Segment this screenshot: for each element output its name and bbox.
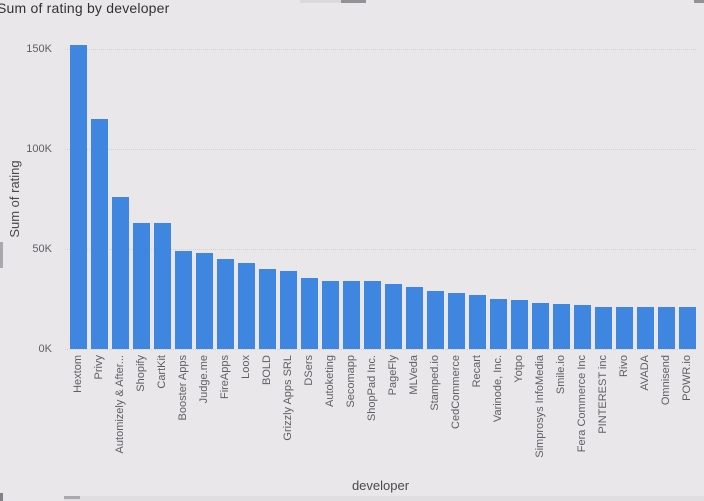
bar[interactable] [343,281,360,349]
bar[interactable] [637,307,654,349]
x-tick-label: FireApps [219,355,231,400]
x-tick-label: Privy [93,355,105,380]
gridline [65,49,696,50]
gridline [65,149,696,150]
bar[interactable] [154,223,171,349]
bar[interactable] [385,284,402,349]
x-tick-label: POWR.io [681,355,693,401]
bar[interactable] [280,271,297,349]
bar[interactable] [511,300,528,349]
y-tick-labels: 0K 50K 100K 150K [0,43,52,355]
bar[interactable] [70,45,87,349]
x-tick-label: DSers [303,355,315,386]
horizontal-scrollbar-thumb-bottom[interactable] [64,496,80,499]
bar[interactable] [469,295,486,349]
x-tick-label: MLVeda [408,355,420,395]
x-tick-label: CedCommerce [450,355,462,429]
x-tick-label: Fera Commerce Inc [576,355,588,453]
y-tick-label: 50K [32,243,52,255]
vertical-scrollbar-thumb-left[interactable] [0,242,3,268]
horizontal-scrollbar-track-bottom[interactable] [64,496,704,501]
bar[interactable] [301,278,318,349]
bar[interactable] [238,263,255,349]
x-tick-label: Secomapp [345,355,357,408]
x-tick-label: PINTEREST inc [597,355,609,434]
scrollbar-corner-bottom-left [0,493,3,501]
bar[interactable] [364,281,381,349]
x-tick-label: Yotpo [513,355,525,383]
bar[interactable] [490,299,507,349]
x-tick-label: PageFly [387,355,399,396]
x-tick-label: Varinode, Inc. [492,355,504,423]
bar[interactable] [574,305,591,349]
y-tick-label: 150K [26,43,52,55]
x-tick-label: Stamped.io [429,355,441,411]
bar[interactable] [616,307,633,349]
bar[interactable] [196,253,213,349]
x-tick-label: Loox [240,355,252,379]
bar[interactable] [553,304,570,349]
horizontal-scrollbar-thumb-top[interactable] [341,0,366,3]
bar[interactable] [679,307,696,349]
x-axis-title: developer [351,478,410,493]
bar[interactable] [91,119,108,349]
bar[interactable] [175,251,192,349]
y-tick-label: 100K [26,143,52,155]
x-tick-label: Booster Apps [177,355,189,421]
x-tick-label: BOLD [261,355,273,385]
bar[interactable] [427,291,444,349]
x-tick-label: Shopify [135,355,147,392]
x-tick-label: Recart [471,355,483,388]
bar[interactable] [532,303,549,349]
bar[interactable] [658,307,675,349]
horizontal-scrollbar-fragment-top-right[interactable] [694,0,704,3]
x-tick-label: Smile.io [555,355,567,395]
bar[interactable] [322,281,339,349]
bar[interactable] [259,269,276,349]
y-tick-label: 0K [38,343,52,355]
bar[interactable] [217,259,234,349]
x-tick-label: CartKit [156,355,168,389]
x-axis-labels: Hextom Privy Automizely & After... Shopify C… [65,355,696,477]
gridline [65,349,696,350]
bar[interactable] [406,287,423,349]
plot-area [65,45,696,350]
x-tick-label: AVADA [639,355,651,391]
chart-title: Sum of rating by developer [0,0,170,16]
x-tick-label: Autoketing [324,355,336,407]
x-tick-label: Simprosys InfoMedia [534,355,546,458]
x-tick-label: Omnisend [660,355,672,406]
horizontal-scrollbar-track-top[interactable] [300,0,341,3]
bar[interactable] [133,223,150,349]
x-tick-label: Hextom [72,355,84,393]
x-tick-label: Rivo [618,355,630,378]
gridline [65,249,696,250]
x-tick-label: Grizzly Apps SRL [282,355,294,441]
x-tick-label: ShopPad Inc. [366,355,378,422]
x-tick-label: Judge.me [198,355,210,404]
x-tick-label: Automizely & After... [114,355,126,454]
bar[interactable] [112,197,129,349]
bar[interactable] [448,293,465,349]
bar[interactable] [595,307,612,349]
